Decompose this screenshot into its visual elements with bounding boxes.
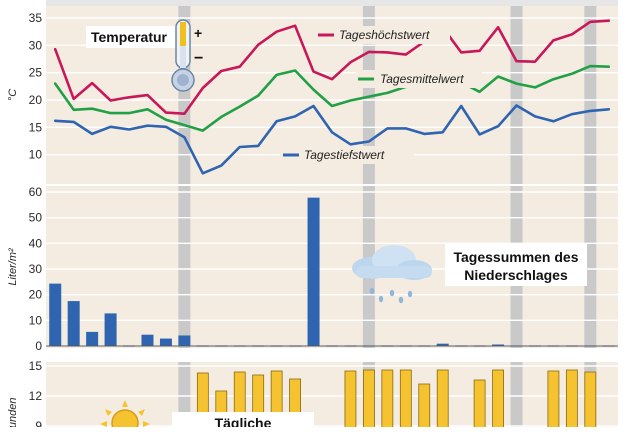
precip-bar	[436, 343, 449, 346]
top-strip	[46, 0, 618, 6]
precip-bar	[178, 335, 191, 346]
temp-ylabel: °C	[7, 89, 19, 101]
legend-mean-label: Tagesmittelwert	[380, 72, 464, 86]
data-marks	[49, 19, 615, 430]
svg-text:−: −	[194, 50, 203, 67]
temp-highlight-day-30	[584, 6, 597, 184]
precip-highlight-day-30	[584, 186, 597, 348]
precip-bar	[307, 197, 320, 346]
precip-highlight-day-8	[178, 186, 191, 348]
sun-bar	[492, 369, 504, 430]
sun-bar	[381, 369, 394, 430]
precip-title-line2: Niederschlages	[464, 267, 568, 283]
precip-ylabel: Liter/m²	[7, 248, 19, 286]
temp-ytick-label: 25	[29, 66, 43, 80]
sun-highlight-day-8	[178, 362, 191, 427]
sunshine-label-box: Tägliche	[172, 412, 314, 431]
precip-ytick-label: 10	[29, 313, 43, 327]
precip-bar	[159, 338, 172, 346]
legend-min-label: Tagestiefstwert	[304, 148, 385, 162]
temp-ytick-label: 10	[29, 148, 43, 162]
legend-max: Tageshöchstwert	[316, 26, 450, 44]
sun-bar	[344, 370, 357, 430]
sun-bar	[565, 369, 578, 430]
temperature-label-box: Temperatur	[86, 26, 180, 48]
sun-ytick-label: 12	[29, 389, 43, 403]
temp-ytick-label: 30	[29, 38, 43, 52]
precip-label-box: Tagessummen des Niederschlages	[445, 244, 587, 286]
sun-bar	[399, 369, 412, 430]
sun-bar	[584, 371, 597, 430]
temperature-title: Temperatur	[91, 29, 168, 45]
temp-ytick-label: 20	[29, 93, 43, 107]
legend-max-label: Tageshöchstwert	[339, 28, 430, 42]
sun-bar	[473, 379, 486, 430]
sun-ylabel: Stunden	[7, 398, 19, 427]
temp-ytick-label: 15	[29, 120, 43, 134]
temp-ytick-label: 35	[29, 11, 43, 25]
precip-ytick-label: 40	[29, 236, 43, 250]
sun-bar	[418, 383, 431, 430]
sun-ytick-label: 9	[35, 419, 42, 427]
legend-min: Tagestiefstwert	[280, 146, 414, 164]
series-line-mean	[53, 64, 611, 132]
svg-text:+: +	[194, 25, 202, 41]
precip-bar	[67, 301, 80, 346]
precip-bar	[86, 331, 99, 346]
precip-bar	[104, 313, 117, 346]
precip-ytick-label: 0	[35, 339, 42, 353]
sunshine-title-line1: Tägliche	[215, 415, 272, 427]
precip-bar	[141, 334, 154, 346]
sun-highlight-day-26	[510, 362, 523, 427]
rain-cloud-icon	[352, 245, 432, 304]
sun-bar	[363, 369, 375, 430]
precip-ytick-label: 30	[29, 262, 43, 276]
sun-ytick-label: 15	[29, 359, 43, 373]
sun-bar	[547, 370, 560, 430]
series-line-max	[53, 19, 611, 115]
series-line-min	[53, 104, 611, 175]
precip-title-line1: Tagessummen des	[453, 249, 578, 265]
precip-ytick-label: 50	[29, 211, 43, 225]
panel-backgrounds	[46, 0, 618, 427]
axes: 10 15 20 25 30 35 °C 0 10 20 30 40 50 60 Liter/m² 9 12 15…	[7, 11, 618, 432]
sun-bar	[436, 369, 449, 430]
thermometer-icon: + −	[171, 19, 203, 92]
sun-panel-bg	[46, 362, 618, 427]
temp-highlight-day-26	[510, 6, 523, 184]
precip-ytick-label: 60	[29, 185, 43, 199]
precip-bar	[49, 283, 62, 346]
legend-mean: Tagesmittelwert	[356, 70, 482, 88]
precip-bar	[492, 344, 505, 346]
precip-ytick-label: 20	[29, 288, 43, 302]
